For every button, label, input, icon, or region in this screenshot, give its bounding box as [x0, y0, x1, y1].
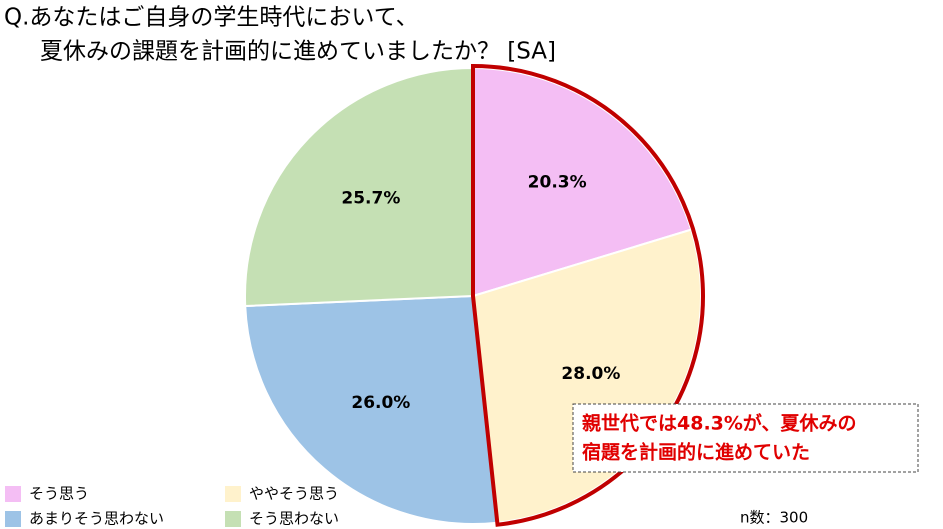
pie-slice [244, 66, 474, 308]
pie-slice [472, 66, 693, 298]
chart-title: Q.あなたはご自身の学生時代において、 [4, 5, 419, 31]
value-label: 20.3% [528, 172, 587, 192]
sample-size-note: n数：300 [740, 509, 808, 527]
annotation: 親世代では48.3%が、夏休みの [582, 412, 857, 435]
annotation: 宿題を計画的に進めていた [582, 441, 810, 464]
value-label: 25.7% [341, 188, 400, 208]
legend-label: あまりそう思わない [29, 510, 164, 528]
pie-slice [244, 294, 499, 525]
value-label: 28.0% [561, 364, 620, 384]
legend-swatch [225, 511, 241, 527]
chart-title: 夏休みの課題を計画的に進めていましたか？ [SA] [40, 39, 556, 65]
legend-label: そう思う [29, 485, 89, 503]
legend-swatch [5, 511, 21, 527]
value-label: 26.0% [351, 393, 410, 413]
legend-swatch [225, 486, 241, 502]
annotation-box [572, 403, 919, 473]
legend-label: ややそう思う [249, 485, 339, 503]
legend-label: そう思わない [249, 510, 339, 528]
highlight-outline [471, 63, 705, 527]
legend-swatch [5, 486, 21, 502]
